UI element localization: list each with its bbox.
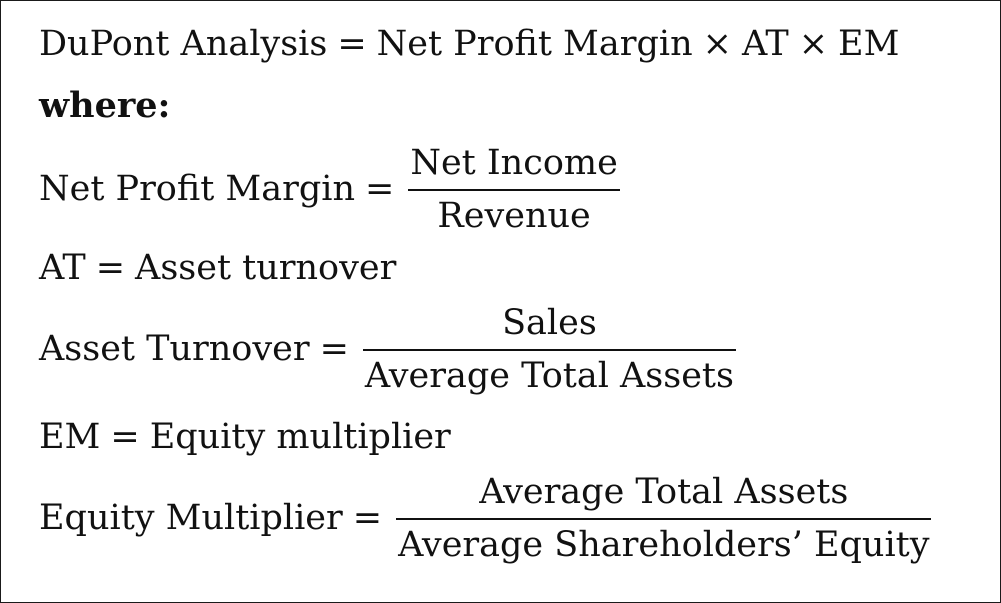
em-term: EM [838, 24, 900, 64]
net-profit-margin-formula: Net Profit Margin = Net Income Revenue [39, 145, 624, 235]
where-label: where: [39, 88, 170, 123]
asset-turnover-fraction: Sales Average Total Assets [362, 303, 736, 396]
dupont-formula: DuPont Analysis = Net Profit Margin × AT… [39, 27, 899, 62]
asset-turnover-formula: Asset Turnover = Sales Average Total Ass… [39, 305, 740, 395]
equals-sign: = [110, 417, 140, 457]
em-lhs: EM [39, 417, 101, 457]
at-rhs: Asset turnover [135, 248, 397, 288]
at-lhs: AT [39, 248, 86, 288]
at-definition: AT = Asset turnover [39, 251, 396, 286]
equity-multiplier-fraction: Average Total Assets Average Shareholder… [396, 472, 932, 565]
equals-sign: = [319, 329, 349, 370]
fraction-bar [362, 348, 736, 351]
fraction-bar [396, 517, 932, 520]
equity-multiplier-numerator: Average Total Assets [479, 472, 849, 512]
at-term: AT [741, 24, 789, 64]
npm-denominator: Revenue [437, 195, 591, 236]
equals-sign: = [365, 169, 395, 210]
net-profit-margin-term: Net Profit Margin [376, 24, 693, 64]
asset-turnover-numerator: Sales [502, 303, 597, 343]
equals-sign: = [337, 24, 367, 64]
npm-numerator: Net Income [410, 143, 618, 183]
times-sign: × [702, 24, 732, 64]
equals-sign: = [352, 498, 383, 539]
em-rhs: Equity multiplier [149, 417, 451, 457]
npm-lhs: Net Profit Margin [39, 169, 355, 210]
fraction-bar [408, 188, 620, 191]
where-text: where: [39, 85, 171, 126]
equity-multiplier-lhs: Equity Multiplier [39, 498, 343, 539]
times-sign: × [798, 24, 829, 64]
asset-turnover-lhs: Asset Turnover [39, 329, 310, 370]
equity-multiplier-formula: Equity Multiplier = Average Total Assets… [39, 474, 935, 564]
equals-sign: = [95, 248, 126, 288]
npm-fraction: Net Income Revenue [408, 143, 620, 236]
equity-multiplier-denominator: Average Shareholders’ Equity [398, 524, 930, 565]
em-definition: EM = Equity multiplier [39, 420, 451, 455]
dupont-lhs: DuPont Analysis [39, 24, 328, 64]
asset-turnover-denominator: Average Total Assets [364, 355, 734, 396]
